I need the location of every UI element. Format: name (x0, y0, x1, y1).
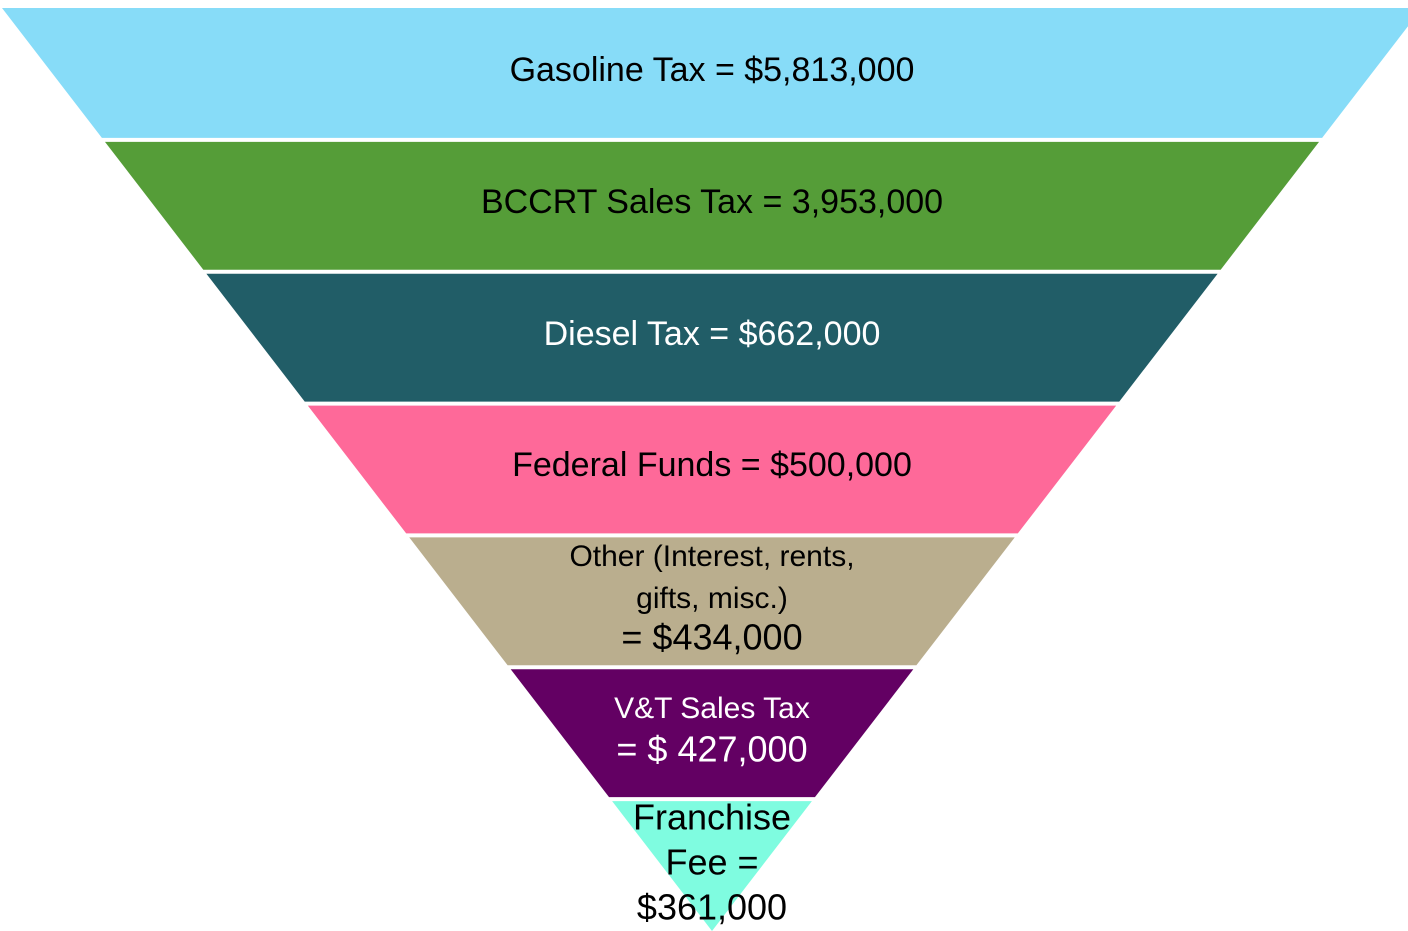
layer-label: = $434,000 (621, 617, 802, 658)
layer-label: Other (Interest, rents, (569, 540, 854, 573)
layer-label: $361,000 (637, 887, 787, 928)
layer-label: = $ 427,000 (616, 729, 807, 770)
layer-label: gifts, misc.) (636, 582, 788, 615)
layer-label: Gasoline Tax = $5,813,000 (510, 51, 915, 89)
layer-label: BCCRT Sales Tax = 3,953,000 (481, 183, 943, 221)
funnel-layer (104, 141, 1320, 270)
funnel-layer (612, 801, 812, 931)
funnel-layer (206, 273, 1218, 402)
funnel-layer (409, 537, 1015, 666)
layer-label: Franchise (633, 797, 791, 838)
funnel-layer (2, 8, 1408, 138)
funnel-layer (307, 405, 1117, 534)
layer-label: V&T Sales Tax (614, 692, 810, 725)
layer-label: Fee = (665, 842, 758, 883)
funnel-layer (510, 669, 914, 798)
layer-label: Federal Funds = $500,000 (512, 446, 912, 484)
layer-label: Diesel Tax = $662,000 (544, 315, 881, 353)
